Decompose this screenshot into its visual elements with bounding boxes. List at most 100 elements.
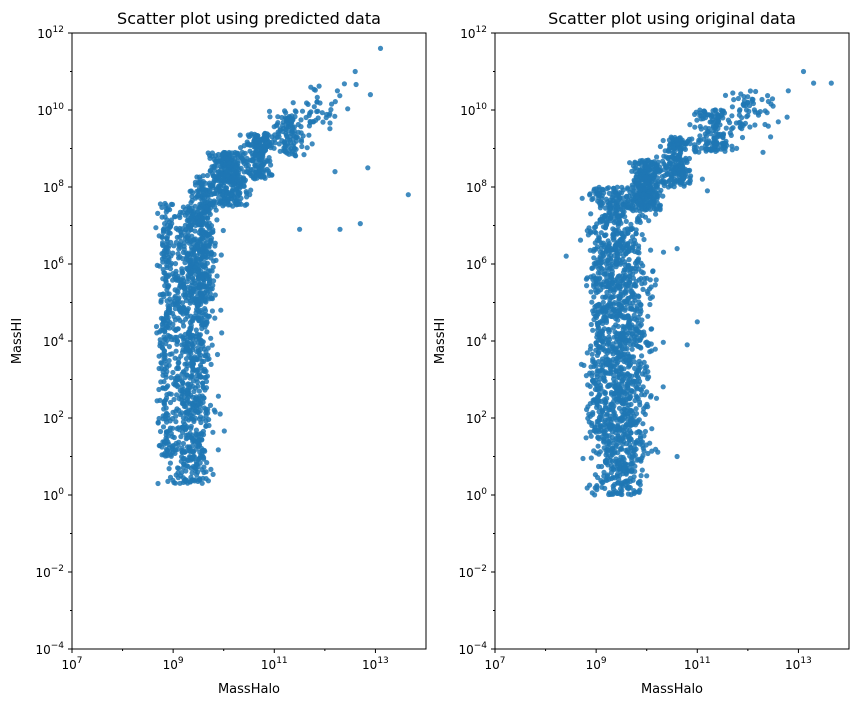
data-point xyxy=(631,420,638,426)
data-point xyxy=(188,374,194,380)
data-point xyxy=(294,134,300,140)
data-point xyxy=(603,319,610,325)
data-point xyxy=(650,268,656,275)
data-point xyxy=(649,326,655,332)
data-point xyxy=(583,435,589,441)
data-point xyxy=(161,226,167,232)
data-point xyxy=(173,413,179,419)
data-point xyxy=(180,440,186,447)
data-point xyxy=(299,108,306,114)
data-point xyxy=(210,471,216,477)
data-point xyxy=(332,99,338,105)
data-point xyxy=(187,430,193,436)
data-point xyxy=(225,179,232,185)
data-point xyxy=(586,411,592,417)
data-point xyxy=(290,136,296,142)
data-point xyxy=(176,427,182,433)
data-point xyxy=(654,154,660,160)
data-point xyxy=(637,487,643,493)
data-point xyxy=(209,191,215,198)
data-point xyxy=(210,264,216,270)
data-point xyxy=(591,283,597,289)
data-point xyxy=(188,326,194,332)
data-point xyxy=(648,172,655,178)
data-point xyxy=(632,240,639,247)
data-point xyxy=(197,218,203,224)
data-point xyxy=(626,248,632,254)
data-point xyxy=(633,406,639,412)
data-point xyxy=(181,304,187,310)
data-point xyxy=(286,151,292,157)
data-point xyxy=(641,359,647,365)
data-point xyxy=(188,313,194,319)
data-point xyxy=(297,226,303,232)
data-point xyxy=(249,158,255,164)
data-point xyxy=(262,136,268,142)
data-point xyxy=(616,371,623,377)
data-point xyxy=(214,351,221,358)
data-point xyxy=(697,137,704,143)
data-point xyxy=(188,200,194,206)
data-point xyxy=(629,346,635,352)
data-point xyxy=(602,485,608,491)
data-point xyxy=(199,316,205,322)
data-point xyxy=(223,169,229,175)
data-point xyxy=(163,209,169,215)
data-point xyxy=(199,480,205,486)
data-point xyxy=(218,307,224,313)
data-point xyxy=(155,210,161,216)
data-point xyxy=(156,386,162,393)
data-point xyxy=(584,275,590,281)
scatter-points xyxy=(563,68,834,498)
data-point xyxy=(637,187,644,193)
data-point xyxy=(612,429,619,436)
data-point xyxy=(306,132,312,138)
scatter-panel-2: 107 109 1011 1013 10−4 10−2 100 102 104 106 108 101… xyxy=(433,9,850,697)
data-point xyxy=(706,126,712,132)
data-point xyxy=(169,220,175,227)
data-point xyxy=(647,277,653,283)
data-point xyxy=(262,131,268,137)
data-point xyxy=(610,235,616,241)
data-point xyxy=(636,366,642,372)
data-point xyxy=(617,214,623,220)
data-point xyxy=(759,96,765,103)
data-point xyxy=(605,417,611,423)
data-point xyxy=(597,449,604,455)
data-point xyxy=(639,269,645,275)
data-point xyxy=(785,88,791,94)
data-point xyxy=(175,360,181,366)
data-point xyxy=(159,360,165,367)
data-point xyxy=(190,394,196,400)
data-point xyxy=(720,132,726,138)
data-point xyxy=(622,266,628,272)
data-point xyxy=(588,211,594,217)
data-point xyxy=(627,377,633,383)
data-point xyxy=(205,294,211,300)
data-point xyxy=(614,204,621,210)
x-tick-label: 107 xyxy=(61,656,82,672)
data-point xyxy=(319,110,325,116)
data-point xyxy=(682,146,689,152)
data-point xyxy=(622,356,628,362)
data-point xyxy=(212,315,218,321)
data-point xyxy=(620,323,626,329)
data-point xyxy=(639,232,645,238)
data-point xyxy=(163,279,169,285)
data-point xyxy=(614,259,620,265)
data-point xyxy=(765,93,771,99)
data-point xyxy=(640,421,646,427)
data-point xyxy=(684,342,690,348)
data-point xyxy=(199,274,205,280)
data-point xyxy=(298,139,305,145)
data-point xyxy=(641,448,647,454)
data-point xyxy=(705,141,711,147)
y-tick-label: 102 xyxy=(43,410,64,426)
y-tick-label: 1010 xyxy=(460,102,487,118)
data-point xyxy=(675,141,681,147)
data-point xyxy=(610,285,616,291)
data-point xyxy=(157,428,164,435)
data-point xyxy=(181,323,187,329)
data-point xyxy=(605,282,612,288)
data-point xyxy=(192,280,198,286)
